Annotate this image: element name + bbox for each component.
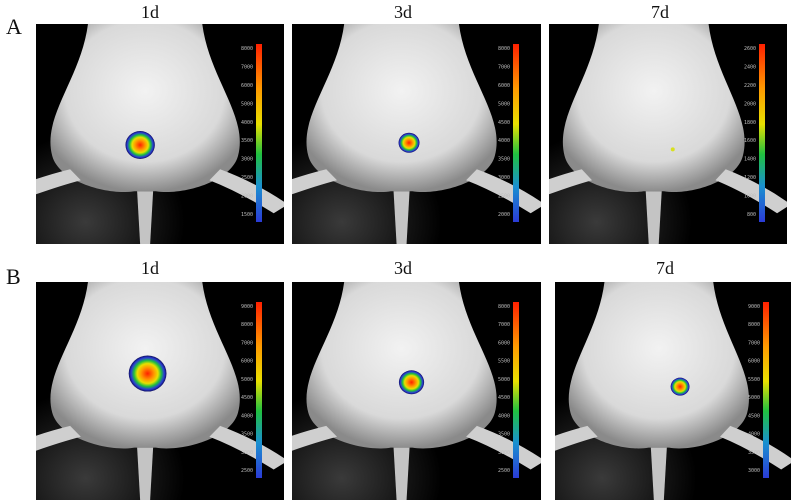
column-label-a-7d: 7d (651, 2, 669, 22)
scale-tick-label: 2500 (498, 194, 510, 200)
scale-tick-label: 5000 (498, 101, 510, 107)
luminescence-signal (398, 132, 420, 153)
scale-tick-label: 2500 (241, 175, 253, 181)
scale-tick-label: 3000 (748, 468, 760, 474)
column-label-b-1d: 1d (141, 258, 159, 278)
scale-tick-label: 8000 (241, 46, 253, 52)
scale-tick-label: 3500 (748, 450, 760, 456)
scale-tick-label: 7000 (498, 322, 510, 328)
column-label-a-3d: 3d (394, 2, 412, 22)
scale-tick-label: 4000 (498, 413, 510, 419)
scale-tick-label: 800 (747, 212, 756, 218)
scale-tick-label: 4000 (241, 120, 253, 126)
image-panel-b-1d: 9000 8000 7000 6000 5000 4500 4000 3500 3000 2500 (36, 282, 284, 500)
mouse-image: 2600 2400 2200 2000 1800 1600 1400 1200 1000 800 (549, 24, 787, 244)
row-label-b: B (6, 264, 21, 289)
column-label-b-3d: 3d (394, 258, 412, 278)
scale-tick-label: 8000 (498, 304, 510, 310)
scale-tick-label: 2500 (241, 468, 253, 474)
mouse-image: 8000 7000 6000 5000 4000 3500 3000 2500 2000 1500 (36, 24, 284, 244)
scale-tick-label: 8000 (498, 46, 510, 52)
column-label-a-1d: 1d (141, 2, 159, 22)
image-panel-a-7d: 2600 2400 2200 2000 1800 1600 1400 1200 1000 800 (549, 24, 787, 244)
mouse-body (292, 24, 541, 244)
color-scale-bar (759, 44, 765, 222)
scale-tick-label: 5000 (748, 395, 760, 401)
row-label-a: A (6, 14, 22, 39)
color-scale-bar (763, 302, 769, 478)
scale-tick-label: 8000 (748, 322, 760, 328)
image-panel-b-7d: 9000 8000 7000 6000 5500 5000 4500 4000 3500 3000 (555, 282, 791, 500)
scale-tick-label: 4000 (241, 413, 253, 419)
scale-tick-label: 4500 (498, 120, 510, 126)
scale-tick-label: 2600 (744, 46, 756, 52)
scale-tick-label: 1200 (744, 175, 756, 181)
scale-tick-label: 4500 (241, 395, 253, 401)
image-panel-a-1d: 8000 7000 6000 5000 4000 3500 3000 2500 2000 1500 (36, 24, 284, 244)
scale-tick-label: 6000 (241, 359, 253, 365)
color-scale-bar (513, 302, 519, 478)
scale-tick-label: 1800 (744, 120, 756, 126)
mouse-image: 9000 8000 7000 6000 5500 5000 4500 4000 3500 3000 (555, 282, 791, 500)
scale-tick-label: 5000 (241, 101, 253, 107)
scale-tick-label: 3000 (498, 175, 510, 181)
mouse-image: 8000 7000 6000 5500 5000 4500 4000 3500 3000 2500 (292, 282, 541, 500)
mouse-body (36, 24, 284, 244)
scale-tick-label: 9000 (748, 304, 760, 310)
scale-tick-label: 9000 (241, 304, 253, 310)
image-panel-a-3d: 8000 7000 6000 5000 4500 4000 3500 3000 2500 2000 (292, 24, 541, 244)
scale-tick-label: 5500 (748, 377, 760, 383)
scale-tick-label: 4000 (748, 432, 760, 438)
scale-tick-label: 7000 (241, 64, 253, 70)
scale-tick-label: 6000 (748, 359, 760, 365)
scale-tick-label: 6000 (498, 83, 510, 89)
mouse-body (555, 282, 791, 500)
scale-tick-label: 1400 (744, 157, 756, 163)
luminescence-signal (670, 377, 690, 396)
luminescence-signal (128, 355, 167, 392)
scale-tick-label: 3000 (498, 450, 510, 456)
mouse-image: 9000 8000 7000 6000 5000 4500 4000 3500 3000 2500 (36, 282, 284, 500)
scale-tick-label: 4500 (748, 413, 760, 419)
scale-tick-label: 6000 (241, 83, 253, 89)
scale-tick-label: 2500 (498, 468, 510, 474)
scale-tick-label: 8000 (241, 322, 253, 328)
scale-tick-label: 2000 (241, 194, 253, 200)
color-scale-bar (256, 44, 262, 222)
scale-tick-label: 1000 (744, 194, 756, 200)
scale-tick-label: 3500 (241, 432, 253, 438)
scale-tick-label: 1500 (241, 212, 253, 218)
luminescence-signal (125, 131, 155, 159)
scale-tick-label: 3500 (498, 432, 510, 438)
mouse-image: 8000 7000 6000 5000 4500 4000 3500 3000 2500 2000 (292, 24, 541, 244)
scale-tick-label: 4000 (498, 138, 510, 144)
luminescence-signal (398, 370, 425, 395)
color-scale-bar (256, 302, 262, 478)
scale-tick-label: 5500 (498, 359, 510, 365)
scale-tick-label: 3500 (498, 157, 510, 163)
luminescence-signal (670, 147, 675, 152)
scale-tick-label: 5000 (498, 377, 510, 383)
color-scale-bar (513, 44, 519, 222)
scale-tick-label: 7000 (748, 340, 760, 346)
mouse-body (549, 24, 787, 244)
scale-tick-label: 1600 (744, 138, 756, 144)
scale-tick-label: 2000 (744, 101, 756, 107)
scale-tick-label: 3000 (241, 450, 253, 456)
image-panel-b-3d: 8000 7000 6000 5500 5000 4500 4000 3500 3000 2500 (292, 282, 541, 500)
scale-tick-label: 5000 (241, 377, 253, 383)
column-label-b-7d: 7d (656, 258, 674, 278)
scale-tick-label: 3000 (241, 157, 253, 163)
mouse-body (292, 282, 541, 500)
scale-tick-label: 7000 (498, 64, 510, 70)
scale-tick-label: 3500 (241, 138, 253, 144)
scale-tick-label: 2400 (744, 64, 756, 70)
scale-tick-label: 4500 (498, 395, 510, 401)
scale-tick-label: 6000 (498, 340, 510, 346)
scale-tick-label: 2200 (744, 83, 756, 89)
scale-tick-label: 2000 (498, 212, 510, 218)
scale-tick-label: 7000 (241, 340, 253, 346)
